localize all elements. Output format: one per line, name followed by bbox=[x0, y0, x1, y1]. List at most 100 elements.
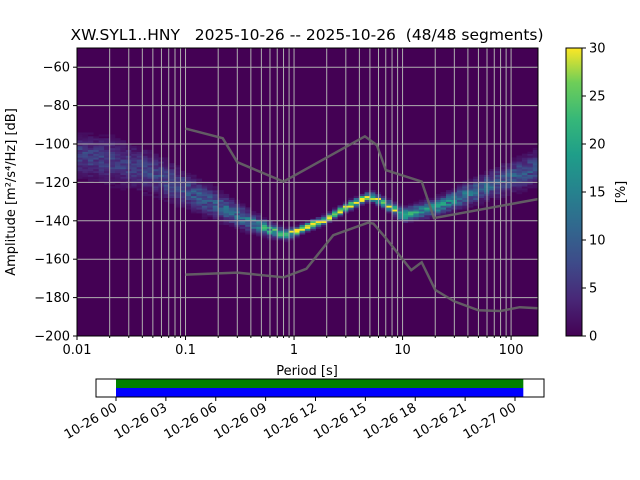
pdf-cell bbox=[277, 238, 284, 241]
pdf-cell bbox=[104, 174, 110, 177]
pdf-cell bbox=[207, 207, 213, 210]
pdf-cell bbox=[239, 218, 246, 222]
pdf-cell bbox=[169, 193, 175, 197]
pdf-cell bbox=[180, 193, 186, 197]
pdf-cell bbox=[256, 218, 262, 222]
pdf-cell bbox=[440, 213, 447, 216]
pdf-cell bbox=[478, 203, 485, 206]
pdf-cell bbox=[131, 186, 137, 189]
pdf-cell bbox=[207, 195, 213, 198]
pdf-cell bbox=[109, 140, 116, 143]
pdf-cell bbox=[142, 192, 148, 195]
y-tick-label: −80 bbox=[43, 99, 70, 114]
pdf-cell bbox=[489, 192, 496, 195]
pdf-cell bbox=[429, 199, 436, 202]
pdf-cell bbox=[532, 155, 538, 158]
colorbar-tick-label: 20 bbox=[589, 138, 606, 153]
pdf-cell bbox=[185, 184, 192, 187]
pdf-cell bbox=[435, 215, 441, 218]
pdf-cell bbox=[277, 226, 284, 229]
pdf-cell bbox=[104, 147, 110, 150]
pdf-cell bbox=[386, 199, 392, 202]
pdf-cell bbox=[131, 182, 137, 185]
pdf-cell bbox=[418, 203, 425, 206]
pdf-cell bbox=[185, 193, 192, 197]
pdf-cell bbox=[93, 161, 99, 164]
pdf-cell bbox=[494, 188, 501, 191]
timeline-tick-label: 10-26 00 bbox=[62, 400, 120, 442]
pdf-cell bbox=[109, 134, 116, 137]
pdf-cell bbox=[163, 163, 170, 166]
pdf-cell bbox=[348, 207, 354, 210]
pdf-cell bbox=[104, 153, 110, 156]
pdf-cell bbox=[256, 234, 262, 237]
pdf-cell bbox=[174, 193, 181, 197]
pdf-cell bbox=[370, 192, 376, 195]
pdf-cell bbox=[283, 234, 289, 237]
pdf-cell bbox=[456, 193, 463, 197]
pdf-cell bbox=[185, 192, 192, 195]
pdf-cell bbox=[277, 236, 284, 239]
pdf-cell bbox=[120, 186, 127, 189]
pdf-cell bbox=[142, 176, 148, 179]
pdf-cell bbox=[196, 178, 203, 181]
pdf-cell bbox=[93, 147, 99, 150]
pdf-cell bbox=[310, 228, 316, 231]
pdf-cell bbox=[370, 195, 376, 198]
pdf-cell bbox=[120, 169, 127, 172]
pdf-cell bbox=[418, 218, 425, 222]
pdf-cell bbox=[115, 145, 121, 149]
pdf-cell bbox=[494, 172, 501, 175]
pdf-cell bbox=[494, 184, 501, 187]
pdf-cell bbox=[77, 161, 83, 164]
pdf-cell bbox=[521, 159, 528, 162]
pdf-cell bbox=[169, 174, 175, 177]
pdf-cell bbox=[321, 213, 327, 216]
pdf-cell bbox=[462, 207, 468, 210]
pdf-cell bbox=[446, 192, 452, 195]
pdf-cell bbox=[424, 207, 430, 210]
pdf-cell bbox=[489, 176, 496, 179]
pdf-cell bbox=[256, 224, 262, 227]
pdf-cell bbox=[505, 172, 512, 175]
pdf-cell bbox=[424, 209, 430, 212]
pdf-cell bbox=[82, 138, 89, 141]
pdf-cell bbox=[180, 203, 186, 206]
pdf-cell bbox=[169, 201, 175, 204]
pdf-cell bbox=[473, 197, 479, 200]
pdf-cell bbox=[353, 203, 360, 206]
pdf-cell bbox=[98, 170, 105, 174]
pdf-cell bbox=[115, 186, 121, 189]
pdf-cell bbox=[196, 201, 203, 204]
pdf-cell bbox=[429, 197, 436, 200]
pdf-cell bbox=[169, 199, 175, 202]
pdf-cell bbox=[147, 186, 154, 189]
pdf-cell bbox=[435, 203, 441, 206]
pdf-cell bbox=[142, 182, 148, 185]
pdf-cell bbox=[456, 190, 463, 193]
pdf-cell bbox=[87, 167, 94, 170]
pdf-cell bbox=[109, 153, 116, 156]
pdf-cell bbox=[104, 170, 110, 174]
pdf-cell bbox=[332, 209, 338, 212]
pdf-cell bbox=[527, 163, 534, 166]
pdf-cell bbox=[104, 180, 110, 183]
pdf-cell bbox=[169, 172, 175, 175]
pdf-cell bbox=[456, 203, 463, 206]
pdf-cell bbox=[440, 199, 447, 202]
pdf-cell bbox=[489, 182, 496, 185]
pdf-cell bbox=[98, 169, 105, 172]
pdf-cell bbox=[201, 184, 208, 187]
colorbar-tick-label: 30 bbox=[589, 42, 606, 57]
pdf-cell bbox=[131, 157, 137, 160]
pdf-cell bbox=[478, 182, 485, 185]
pdf-cell bbox=[142, 149, 148, 152]
pdf-cell bbox=[120, 170, 127, 174]
pdf-cell bbox=[147, 190, 154, 193]
pdf-cell bbox=[174, 186, 181, 189]
pdf-cell bbox=[93, 157, 99, 160]
pdf-cell bbox=[505, 163, 512, 166]
pdf-cell bbox=[500, 195, 506, 198]
pdf-cell bbox=[147, 167, 154, 170]
pdf-cell bbox=[511, 161, 517, 164]
